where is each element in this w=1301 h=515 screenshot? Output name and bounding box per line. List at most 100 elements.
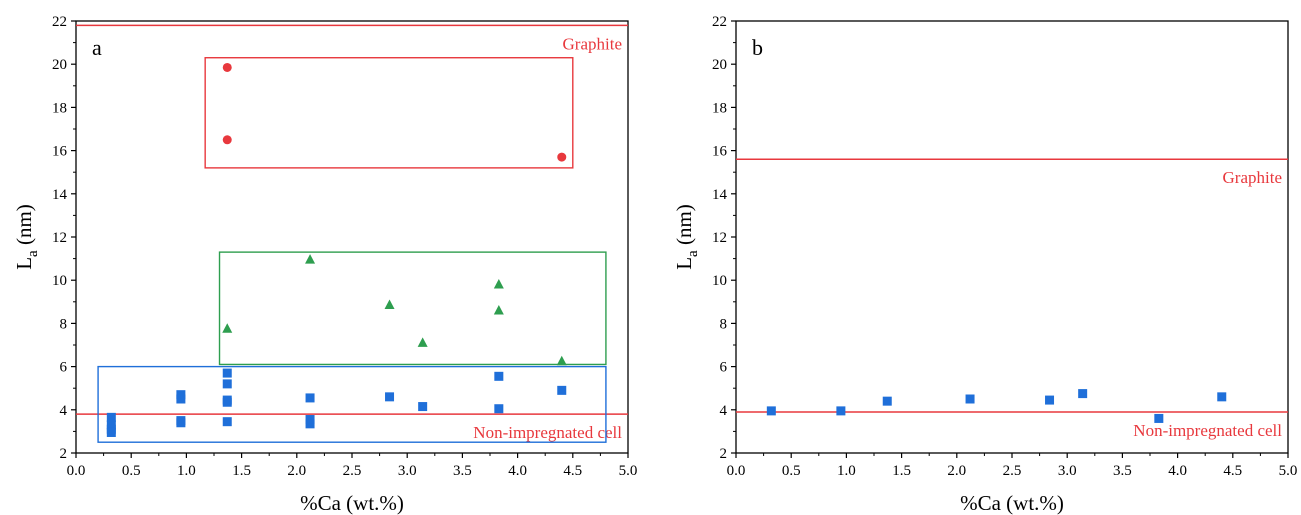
y-tick-label: 16	[712, 144, 728, 160]
reference-line-label: Graphite	[563, 34, 622, 53]
y-tick-label: 8	[720, 316, 728, 332]
data-point-circle	[222, 135, 232, 145]
data-point-square	[1045, 395, 1055, 405]
plot-frame	[735, 20, 1289, 454]
y-tick-label: 6	[720, 360, 728, 376]
y-tick-label: 12	[712, 230, 727, 246]
group-box	[218, 251, 607, 366]
data-point-square	[222, 379, 232, 389]
chart-panel-b: 0.0 0.5 1.0 1.5 2.0 2.5 3.0 3.5 4.0 4.5 5.0 2 4 6 8 10 1…	[672, 14, 1297, 515]
data-point-circle	[222, 62, 232, 72]
x-tick-label: 4.0	[1168, 463, 1187, 479]
x-tick-label: 0.5	[782, 463, 801, 479]
data-point-square	[1078, 389, 1088, 399]
x-tick-label: 3.0	[1058, 463, 1077, 479]
y-tick-label: 22	[712, 14, 727, 30]
y-tick-label: 6	[60, 360, 68, 376]
y-axis-title-sub: a	[25, 250, 41, 257]
x-tick-label: 1.0	[837, 463, 856, 479]
y-tick-label: 8	[60, 316, 68, 332]
y-tick-label: 18	[52, 100, 67, 116]
data-point-triangle	[384, 299, 395, 310]
chart-panel-a: 0.0 0.5 1.0 1.5 2.0 2.5 3.0 3.5 4.0 4.5 5.0 2 4 6 8 10 1…	[12, 14, 637, 515]
x-tick-label: 4.0	[508, 463, 527, 479]
panel-label: b	[752, 35, 763, 60]
y-tick-label: 18	[712, 100, 727, 116]
group-box	[204, 57, 574, 169]
data-point-square	[222, 417, 232, 427]
data-point-square	[766, 406, 776, 416]
data-point-triangle	[556, 355, 567, 366]
data-point-square	[882, 396, 892, 406]
x-tick-label: 0.0	[67, 463, 86, 479]
reference-line-label: Non-impregnated cell	[473, 423, 622, 442]
x-tick-label: 2.5	[1003, 463, 1022, 479]
data-point-circle	[557, 152, 567, 162]
data-point-square	[106, 427, 116, 437]
x-tick-label: 1.5	[892, 463, 911, 479]
x-tick-label: 3.5	[453, 463, 472, 479]
x-tick-label: 0.0	[727, 463, 746, 479]
x-tick-label: 4.5	[563, 463, 582, 479]
x-tick-label: 2.0	[947, 463, 966, 479]
data-point-triangle	[493, 304, 504, 315]
y-tick-label: 10	[52, 273, 67, 289]
y-tick-label: 12	[52, 230, 67, 246]
x-tick-label: 2.0	[287, 463, 306, 479]
y-tick-label: 4	[60, 403, 68, 419]
y-axis-title-main: L	[12, 257, 36, 270]
data-point-square	[385, 392, 395, 402]
x-tick-label: 0.5	[122, 463, 141, 479]
data-point-square	[1217, 392, 1227, 402]
reference-line-label: Non-impregnated cell	[1133, 421, 1282, 440]
x-tick-label: 5.0	[619, 463, 638, 479]
y-axis-title-sub: a	[685, 250, 701, 257]
data-point-triangle	[493, 279, 504, 289]
group-box	[97, 365, 607, 443]
panel-label: a	[92, 35, 102, 60]
data-point-square	[494, 371, 504, 381]
reference-line-label: Graphite	[1223, 168, 1282, 187]
y-axis-title: La (nm)	[672, 204, 701, 270]
y-tick-label: 22	[52, 14, 67, 30]
y-axis-title: La (nm)	[12, 204, 41, 270]
data-point-triangle	[222, 323, 233, 333]
y-axis-title-unit: (nm)	[672, 204, 696, 250]
data-point-square	[1154, 413, 1164, 423]
data-point-square	[222, 397, 232, 407]
data-point-square	[222, 368, 232, 378]
y-tick-label: 2	[60, 446, 68, 462]
plot-frame	[75, 20, 629, 454]
x-tick-label: 5.0	[1279, 463, 1298, 479]
x-tick-label: 4.5	[1223, 463, 1242, 479]
y-tick-label: 14	[52, 187, 68, 203]
y-tick-label: 2	[720, 446, 728, 462]
data-point-triangle	[305, 254, 316, 264]
y-tick-label: 14	[712, 187, 728, 203]
y-axis-title-main: L	[672, 257, 696, 270]
y-tick-label: 4	[720, 403, 728, 419]
y-tick-label: 20	[52, 57, 67, 73]
y-tick-label: 20	[712, 57, 727, 73]
data-point-square	[305, 419, 315, 429]
data-point-square	[494, 404, 504, 414]
data-point-square	[305, 393, 315, 403]
data-point-square	[106, 412, 116, 422]
x-tick-label: 3.5	[1113, 463, 1132, 479]
x-tick-label: 1.0	[177, 463, 196, 479]
data-point-square	[836, 406, 846, 416]
x-tick-label: 2.5	[343, 463, 362, 479]
data-point-square	[176, 418, 186, 428]
y-axis-title-unit: (nm)	[12, 204, 36, 250]
x-axis-title: %Ca (wt.%)	[300, 491, 404, 515]
x-tick-label: 1.5	[232, 463, 251, 479]
data-point-square	[176, 394, 186, 404]
data-point-square	[557, 385, 567, 395]
y-tick-label: 16	[52, 144, 68, 160]
data-point-triangle	[417, 337, 428, 347]
data-point-square	[965, 394, 975, 404]
x-axis-title: %Ca (wt.%)	[960, 491, 1064, 515]
x-tick-label: 3.0	[398, 463, 417, 479]
y-tick-label: 10	[712, 273, 727, 289]
